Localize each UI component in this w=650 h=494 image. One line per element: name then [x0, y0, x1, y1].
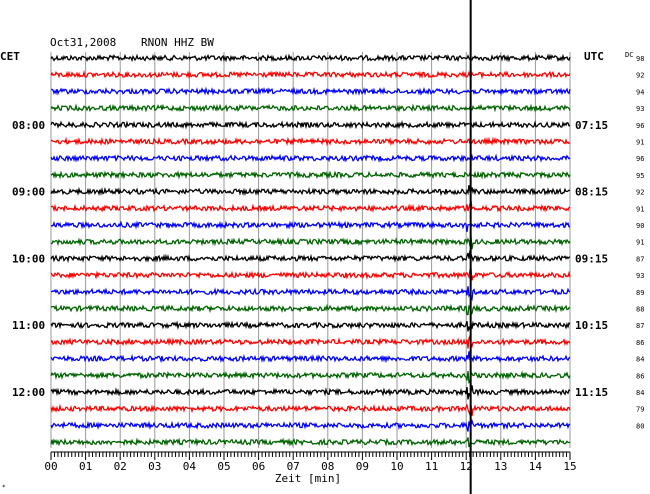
x-tick-label: 08	[321, 460, 334, 473]
record-date: Oct31,2008	[50, 36, 116, 49]
trace-row-9	[51, 201, 570, 211]
dc-value: 92	[636, 72, 644, 80]
dc-value: 87	[636, 322, 644, 330]
dc-value: 95	[636, 172, 644, 180]
x-tick-label: 00	[44, 460, 57, 473]
x-tick-label: 05	[217, 460, 230, 473]
trace-row-2	[51, 89, 570, 94]
x-axis: 00 01 02 03 04 05 06 07 08 09 10 11 12 13 14 15	[44, 452, 576, 473]
trace-row-13	[51, 269, 570, 280]
dc-value: 84	[636, 356, 644, 364]
corner-mark: *	[2, 484, 6, 491]
trace-row-19	[51, 371, 570, 383]
minute-grid	[51, 52, 570, 448]
x-tick-label: 07	[287, 460, 300, 473]
dc-value: 94	[636, 88, 644, 96]
trace-row-12	[51, 251, 570, 261]
dc-value: 91	[636, 239, 644, 247]
dc-value: 86	[636, 372, 644, 380]
left-timezone-label: CET	[0, 50, 20, 63]
dc-value: 93	[636, 272, 644, 280]
dc-value: 84	[636, 389, 644, 397]
x-tick-label: 14	[529, 460, 543, 473]
trace-row-0	[51, 56, 570, 61]
dc-value: 92	[636, 189, 644, 197]
trace-row-1	[51, 72, 570, 77]
dc-value: 89	[636, 289, 644, 297]
x-tick-label: 04	[183, 460, 197, 473]
trace-row-20	[51, 385, 570, 399]
x-tick-label: 06	[252, 460, 265, 473]
dc-value: 88	[636, 306, 644, 314]
dc-header-label: DC	[625, 51, 633, 59]
trace-row-5	[51, 139, 570, 144]
x-tick-label: 03	[148, 460, 161, 473]
x-tick-label: 09	[356, 460, 369, 473]
trace-row-10	[51, 223, 570, 232]
dc-value: 80	[636, 422, 644, 430]
left-time-label: 10:00	[12, 252, 45, 265]
left-time-label: 09:00	[12, 186, 45, 199]
dc-value: 96	[636, 155, 644, 163]
right-time-label: 10:15	[575, 319, 608, 332]
trace-row-7	[51, 173, 570, 178]
trace-row-11	[51, 236, 570, 249]
left-time-label: 11:00	[12, 319, 45, 332]
x-tick-label: 02	[114, 460, 127, 473]
station-code: RNON HHZ BW	[141, 36, 214, 49]
trace-group	[51, 56, 570, 448]
trace-row-15	[51, 306, 570, 315]
x-tick-label: 11	[425, 460, 438, 473]
x-tick-label: 01	[79, 460, 92, 473]
dc-value: 87	[636, 255, 644, 263]
trace-row-23	[51, 438, 570, 448]
trace-row-16	[51, 321, 570, 331]
dc-value: 79	[636, 406, 644, 414]
dc-value: 91	[636, 139, 644, 147]
trace-row-18	[51, 351, 570, 361]
trace-row-22	[51, 421, 570, 432]
trace-row-4	[51, 122, 570, 127]
trace-row-17	[51, 336, 570, 348]
x-tick-label: 15	[563, 460, 576, 473]
right-time-label: 08:15	[575, 186, 608, 199]
trace-row-8	[51, 185, 570, 194]
right-time-label: 09:15	[575, 252, 608, 265]
dc-value: 96	[636, 122, 644, 130]
dc-value: 86	[636, 339, 644, 347]
dc-value: 98	[636, 55, 644, 63]
left-time-label: 08:00	[12, 119, 45, 132]
dc-value: 91	[636, 205, 644, 213]
x-tick-label: 13	[494, 460, 507, 473]
x-tick-label: 10	[390, 460, 403, 473]
trace-row-14	[51, 286, 570, 299]
right-time-label: 07:15	[575, 119, 608, 132]
dc-value: 90	[636, 222, 644, 230]
right-timezone-label: UTC	[584, 50, 604, 63]
trace-row-6	[51, 156, 570, 161]
dc-value: 93	[636, 105, 644, 113]
x-axis-label: Zeit [min]	[275, 472, 341, 485]
left-time-label: 12:00	[12, 386, 45, 399]
right-time-label: 11:15	[575, 386, 608, 399]
trace-row-3	[51, 106, 570, 111]
trace-row-21	[51, 405, 570, 416]
